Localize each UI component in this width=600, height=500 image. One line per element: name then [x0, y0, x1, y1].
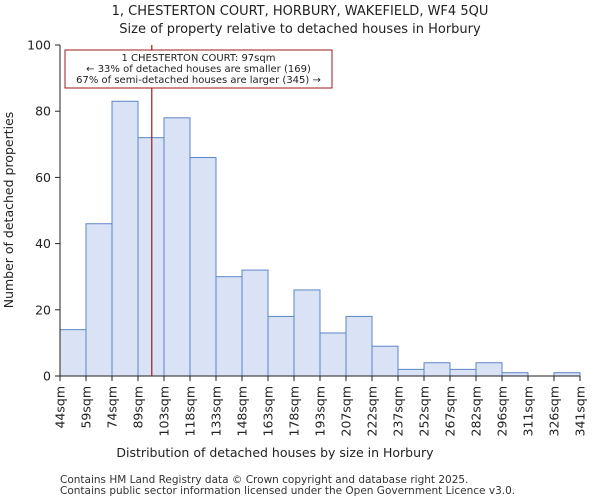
x-tick-label: 118sqm	[183, 386, 198, 436]
y-tick-label: 80	[35, 104, 51, 119]
x-ticks-group: 44sqm 59sqm 74sqm 89sqm 103sqm 118sqm 133sqm 14…	[53, 376, 588, 436]
bar-89sqm	[137, 137, 165, 377]
y-tick-label: 100	[27, 38, 51, 53]
y-tick-label: 0	[43, 369, 51, 384]
x-tick-label: 74sqm	[105, 386, 120, 429]
annotation-line-1: 1 CHESTERTON COURT: 97sqm	[122, 53, 276, 64]
x-tick-label: 148sqm	[235, 386, 250, 436]
bar-207sqm	[345, 315, 373, 377]
x-tick-label: 267sqm	[443, 386, 458, 436]
bar-222sqm	[371, 345, 399, 377]
x-axis-label: Distribution of detached houses by size …	[116, 445, 434, 460]
bar-148sqm	[241, 269, 269, 377]
annotation-box	[64, 49, 333, 89]
x-tick-label: 89sqm	[131, 386, 146, 429]
x-tick-label: 341sqm	[573, 386, 588, 436]
bar-267sqm	[449, 368, 477, 377]
x-tick-label: 59sqm	[79, 386, 94, 429]
bar-178sqm	[293, 289, 321, 377]
chart-subtitle: Size of property relative to detached ho…	[119, 22, 481, 37]
x-tick-label: 296sqm	[495, 386, 510, 436]
x-tick-label: 193sqm	[313, 386, 328, 436]
bar-163sqm	[267, 315, 295, 377]
footer-line-2: Contains public sector information licen…	[60, 485, 515, 497]
x-tick-label: 103sqm	[157, 386, 172, 436]
bar-133sqm	[215, 276, 243, 377]
x-tick-label: 133sqm	[209, 386, 224, 436]
x-tick-label: 237sqm	[391, 386, 406, 436]
x-tick-label: 207sqm	[339, 386, 354, 436]
x-tick-label: 163sqm	[261, 386, 276, 436]
bar-44sqm	[59, 329, 87, 377]
y-axis-label: Number of detached properties	[1, 112, 16, 309]
x-tick-label: 311sqm	[521, 386, 536, 436]
bar-193sqm	[319, 332, 347, 377]
y-ticks-group: 0 20 40 60 80 100	[27, 38, 60, 384]
bar-237sqm	[397, 368, 425, 377]
x-tick-label: 326sqm	[547, 386, 562, 436]
x-tick-label: 252sqm	[417, 386, 432, 436]
footer-line-1: Contains HM Land Registry data © Crown c…	[60, 474, 468, 486]
y-tick-label: 40	[35, 236, 51, 251]
bars-group	[59, 100, 581, 377]
chart-title: 1, CHESTERTON COURT, HORBURY, WAKEFIELD,…	[112, 4, 489, 19]
bar-59sqm	[85, 223, 113, 377]
y-tick-label: 60	[35, 170, 51, 185]
annotation-line-2: ← 33% of detached houses are smaller (16…	[86, 64, 311, 75]
x-tick-label: 178sqm	[287, 386, 302, 436]
x-tick-label: 44sqm	[53, 386, 68, 429]
bar-282sqm	[475, 362, 503, 377]
bar-74sqm	[111, 100, 139, 377]
annotation-line-3: 67% of semi-detached houses are larger (…	[76, 75, 321, 86]
bar-252sqm	[423, 362, 451, 377]
bar-103sqm	[163, 117, 191, 377]
y-tick-label: 20	[35, 302, 51, 317]
x-tick-label: 222sqm	[365, 386, 380, 436]
bar-118sqm	[189, 157, 217, 377]
x-tick-label: 282sqm	[469, 386, 484, 436]
